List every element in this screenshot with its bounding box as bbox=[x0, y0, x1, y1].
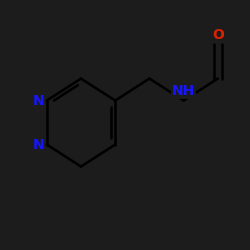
Text: NH: NH bbox=[172, 84, 195, 98]
Text: N: N bbox=[33, 138, 44, 151]
Text: O: O bbox=[212, 28, 224, 42]
Text: N: N bbox=[33, 94, 44, 108]
